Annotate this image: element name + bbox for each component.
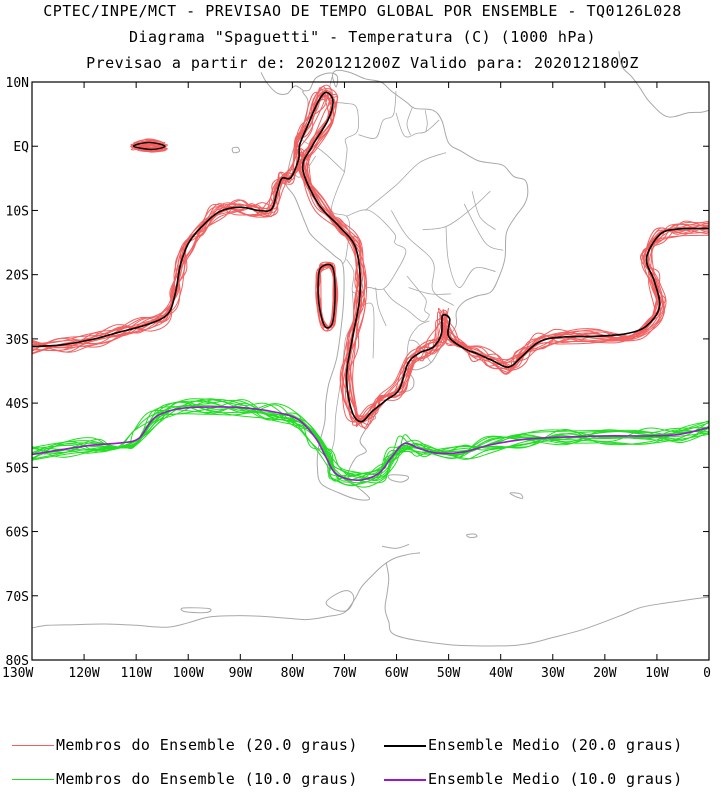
- legend-mean20-swatch: [384, 744, 426, 747]
- lon-tick-label: 90W: [229, 666, 253, 681]
- legend-mean20-label: Ensemble Medio (20.0 graus): [428, 736, 683, 754]
- legend-member10-label: Membros do Ensemble (10.0 graus): [56, 770, 358, 788]
- africa-coast: [618, 51, 710, 118]
- plot-frame: [31, 81, 710, 661]
- lon-tick-label: 60W: [385, 666, 409, 681]
- lon-tick-label: 100W: [173, 666, 204, 681]
- border-line: [359, 302, 375, 359]
- ensemble-mean-layer: [31, 91, 710, 482]
- legend-member20: Membros do Ensemble (20.0 graus): [12, 736, 358, 754]
- border-line: [298, 137, 345, 173]
- border-line: [365, 152, 447, 211]
- lat-tick-label: EQ: [13, 140, 29, 155]
- lon-tick-label: 40W: [489, 666, 513, 681]
- south-shetland: [381, 543, 410, 549]
- lat-tick-label: 80S: [6, 654, 29, 669]
- lon-tick-label: 70W: [333, 666, 357, 681]
- border-line: [408, 287, 452, 295]
- member-20-contour: [31, 92, 710, 422]
- title-line-3: Previsao a partir de: 2020121200Z Valido…: [86, 54, 639, 72]
- antarctic-weddell: [384, 562, 710, 647]
- lon-tick-label: 0: [703, 666, 711, 681]
- border-line: [329, 75, 359, 172]
- south-georgia: [509, 492, 524, 499]
- map-frame: [31, 81, 710, 661]
- south-orkney: [466, 533, 478, 538]
- lat-tick-label: 10S: [6, 204, 29, 219]
- member-10-contour: [31, 405, 710, 482]
- legend-mean10-swatch: [384, 778, 426, 781]
- central-america-coast: [260, 72, 305, 95]
- legend-mean10: Ensemble Medio (10.0 graus): [384, 770, 683, 788]
- border-line: [408, 339, 432, 363]
- border-line: [346, 209, 407, 294]
- lat-tick-label: 70S: [6, 590, 29, 605]
- mean-20-contour: [31, 91, 710, 423]
- border-line: [471, 191, 496, 231]
- member-20-contour: [31, 91, 710, 427]
- member-20-contour: [31, 91, 710, 429]
- border-line: [395, 112, 440, 138]
- border-line: [463, 203, 504, 251]
- lon-tick-label: 50W: [437, 666, 461, 681]
- lon-tick-label: 30W: [541, 666, 565, 681]
- lon-tick-label: 130W: [2, 666, 33, 681]
- legend-member10: Membros do Ensemble (10.0 graus): [12, 770, 358, 788]
- border-line: [390, 210, 455, 306]
- border-line: [445, 226, 496, 288]
- mean-10-contour: [31, 406, 710, 482]
- malvinas: [387, 474, 410, 483]
- border-line: [375, 287, 387, 327]
- border-line: [406, 107, 413, 136]
- border-line: [424, 110, 428, 133]
- lon-tick-label: 80W: [281, 666, 305, 681]
- legend-member10-swatch: [12, 779, 54, 780]
- title-line-2: Diagrama "Spaguetti" - Temperatura (C) (…: [128, 28, 596, 46]
- border-line: [330, 171, 351, 264]
- south-america-coast: [285, 69, 529, 501]
- lat-tick-label: 20S: [6, 269, 29, 284]
- lat-tick-label: 60S: [6, 526, 29, 541]
- mean-20-pacific-island: [132, 141, 166, 151]
- lat-tick-label: 10N: [6, 76, 29, 91]
- member-20-contour: [31, 90, 710, 424]
- border-line: [406, 320, 430, 364]
- galapagos: [231, 146, 240, 154]
- thurston-island: [180, 607, 212, 614]
- lon-tick-label: 20W: [593, 666, 617, 681]
- member-20-pacific-island: [135, 142, 169, 150]
- title-line-1: CPTEC/INPE/MCT - PREVISAO DE TEMPO GLOBA…: [43, 2, 682, 20]
- legend-member20-label: Membros do Ensemble (20.0 graus): [56, 736, 358, 754]
- lon-tick-label: 10W: [645, 666, 669, 681]
- lat-tick-label: 30S: [6, 333, 29, 348]
- legend-mean20: Ensemble Medio (20.0 graus): [384, 736, 683, 754]
- member-20-contour: [31, 93, 710, 423]
- member-20-contour: [31, 89, 710, 430]
- mean-20-andes-island: [317, 263, 336, 329]
- coastline-layer: [31, 51, 710, 647]
- legend-mean10-label: Ensemble Medio (10.0 graus): [428, 770, 683, 788]
- member-20-contour: [31, 84, 710, 423]
- border-line: [358, 90, 397, 139]
- alexander-island: [325, 590, 355, 612]
- lat-tick-label: 40S: [6, 397, 29, 412]
- member-20-contour: [31, 92, 710, 418]
- lon-tick-label: 110W: [120, 666, 151, 681]
- lat-tick-label: 50S: [6, 461, 29, 476]
- member-20-contour: [31, 91, 710, 426]
- antarctic-peninsula: [31, 552, 421, 629]
- legend-member20-swatch: [12, 745, 54, 746]
- member-20-contour: [31, 85, 710, 419]
- border-line: [383, 275, 430, 322]
- lon-tick-label: 120W: [68, 666, 99, 681]
- ensemble-members-20-layer: [31, 84, 710, 430]
- border-line: [422, 190, 491, 231]
